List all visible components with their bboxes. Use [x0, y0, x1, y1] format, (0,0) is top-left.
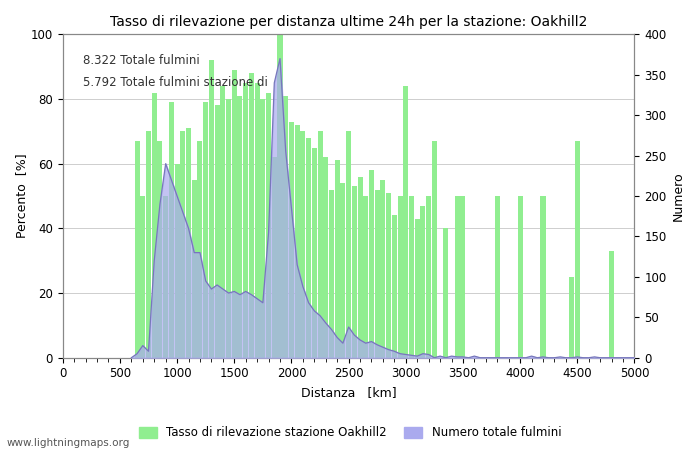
- Bar: [340, 183, 345, 358]
- Bar: [575, 141, 580, 358]
- Bar: [243, 83, 248, 358]
- Bar: [203, 102, 208, 358]
- Bar: [215, 105, 220, 358]
- Bar: [318, 131, 323, 358]
- Bar: [329, 189, 334, 358]
- Bar: [323, 157, 328, 358]
- Bar: [352, 186, 357, 358]
- Bar: [197, 141, 202, 358]
- Y-axis label: Percento  [%]: Percento [%]: [15, 154, 28, 238]
- Bar: [140, 196, 146, 358]
- Bar: [226, 99, 231, 358]
- Text: www.lightningmaps.org: www.lightningmaps.org: [7, 438, 130, 448]
- Bar: [255, 83, 260, 358]
- Bar: [443, 228, 448, 358]
- Bar: [169, 102, 174, 358]
- Bar: [517, 196, 523, 358]
- Bar: [432, 141, 437, 358]
- Bar: [152, 93, 157, 358]
- Bar: [461, 196, 466, 358]
- Bar: [186, 128, 191, 358]
- Bar: [392, 216, 397, 358]
- Bar: [312, 148, 317, 358]
- Bar: [414, 219, 420, 358]
- Bar: [346, 131, 351, 358]
- Bar: [174, 164, 180, 358]
- Bar: [540, 196, 545, 358]
- Bar: [609, 251, 614, 358]
- Bar: [249, 73, 254, 358]
- Bar: [209, 60, 214, 358]
- Bar: [284, 96, 288, 358]
- X-axis label: Distanza   [km]: Distanza [km]: [301, 386, 396, 399]
- Bar: [363, 196, 368, 358]
- Bar: [403, 86, 408, 358]
- Bar: [306, 138, 311, 358]
- Legend: Tasso di rilevazione stazione Oakhill2, Numero totale fulmini: Tasso di rilevazione stazione Oakhill2, …: [134, 422, 566, 444]
- Bar: [232, 70, 237, 358]
- Bar: [272, 157, 276, 358]
- Bar: [495, 196, 500, 358]
- Text: 8.322 Totale fulmini: 8.322 Totale fulmini: [83, 54, 200, 67]
- Bar: [181, 131, 186, 358]
- Bar: [266, 93, 271, 358]
- Bar: [289, 122, 294, 358]
- Bar: [398, 196, 402, 358]
- Bar: [260, 99, 265, 358]
- Bar: [146, 131, 151, 358]
- Bar: [163, 196, 168, 358]
- Bar: [335, 161, 339, 358]
- Bar: [237, 96, 242, 358]
- Y-axis label: Numero: Numero: [672, 171, 685, 221]
- Text: 5.792 Totale fulmini stazione di: 5.792 Totale fulmini stazione di: [83, 76, 267, 90]
- Bar: [409, 196, 414, 358]
- Bar: [158, 141, 162, 358]
- Bar: [455, 196, 460, 358]
- Bar: [300, 131, 305, 358]
- Bar: [374, 189, 379, 358]
- Bar: [220, 86, 225, 358]
- Bar: [358, 176, 363, 358]
- Bar: [369, 170, 374, 358]
- Bar: [277, 34, 283, 358]
- Bar: [386, 193, 391, 358]
- Bar: [421, 206, 426, 358]
- Title: Tasso di rilevazione per distanza ultime 24h per la stazione: Oakhill2: Tasso di rilevazione per distanza ultime…: [110, 15, 587, 29]
- Bar: [295, 125, 300, 358]
- Bar: [134, 141, 139, 358]
- Bar: [569, 277, 574, 358]
- Bar: [380, 180, 386, 358]
- Bar: [426, 196, 431, 358]
- Bar: [192, 180, 197, 358]
